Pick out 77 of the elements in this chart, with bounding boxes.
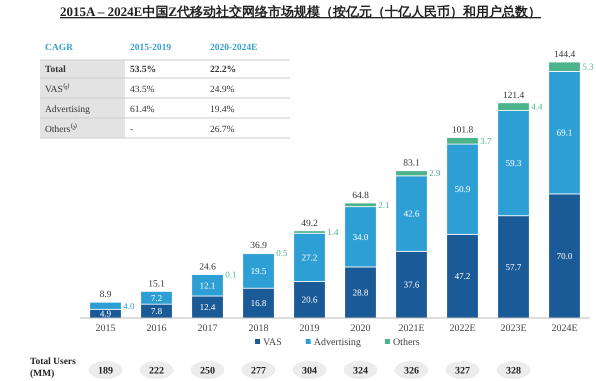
text: 2015-2019: [130, 43, 172, 53]
data-label: 20.6: [302, 294, 318, 305]
legend-label: Advertising: [314, 337, 361, 348]
x-tick-label: 2021E: [398, 323, 425, 334]
annotation: 24.9%: [210, 85, 235, 95]
x-tick-label: 2022E: [449, 323, 476, 334]
text: 189: [98, 366, 113, 376]
data-label: 0.5: [276, 248, 288, 258]
total-label: 83.1: [403, 158, 420, 169]
annotation: 19.4%: [210, 105, 235, 115]
total-label: 49.2: [301, 218, 318, 229]
data-label: 12.1: [200, 280, 216, 290]
data-label: 50.9: [454, 184, 471, 194]
text: Others⁽²⁾: [45, 123, 78, 135]
total-label: 121.4: [502, 90, 524, 101]
data-label: 16.8: [250, 298, 267, 308]
data-label: 4.9: [100, 308, 112, 319]
data-label: 37.6: [404, 280, 420, 290]
text: 277: [251, 366, 266, 376]
data-label: 27.2: [302, 252, 318, 262]
x-tick-label: 2023E: [500, 323, 527, 334]
annotation: 43.5%: [130, 85, 155, 95]
total-label: 64.8: [352, 190, 370, 201]
total-label: 24.6: [199, 262, 216, 272]
data-label: 19.5: [250, 266, 267, 276]
text: 250: [200, 366, 215, 376]
chart-title: 2015A – 2024E中国Z代移动社交网络市场规模（按亿元（十亿人民币）和用户总数）: [60, 4, 542, 19]
data-label: 28.8: [352, 287, 369, 298]
total-label: 15.1: [148, 279, 166, 290]
total-label: 101.8: [452, 126, 474, 136]
data-label: 59.3: [506, 158, 522, 168]
data-label: 69.1: [556, 128, 572, 138]
text: 328: [506, 366, 521, 376]
x-tick-label: 2019: [300, 323, 320, 334]
legend-label: VAS: [263, 337, 282, 348]
x-tick-label: 2024E: [551, 323, 578, 334]
data-label: 42.6: [404, 208, 420, 219]
legend-label: Others: [392, 337, 420, 348]
annotation: 22.2%: [210, 65, 236, 75]
data-label: 0.1: [225, 269, 237, 280]
data-label: 7.8: [150, 306, 163, 316]
text: VAS⁽¹⁾: [45, 83, 70, 95]
total-label: 144.4: [554, 50, 576, 60]
text: CAGR: [45, 43, 74, 53]
x-tick-label: 2018: [248, 323, 268, 334]
data-label: 2.9: [429, 168, 442, 178]
text: Total: [45, 65, 66, 75]
annotation: 61.4%: [130, 105, 155, 115]
text: 2020-2024E: [210, 43, 258, 53]
annotation: 26.7%: [210, 125, 235, 135]
text: Total Users (MM): [30, 357, 76, 379]
text: 304: [302, 366, 317, 376]
x-tick-label: 2017: [198, 323, 218, 334]
total-label: 8.9: [100, 290, 112, 300]
x-tick-label: 2016: [146, 323, 166, 334]
data-label: 4.0: [123, 300, 136, 311]
data-label: 4.4: [531, 102, 544, 112]
data-label: 3.7: [480, 136, 492, 146]
x-tick-label: 2015: [96, 323, 116, 334]
data-label: 70.0: [556, 250, 573, 261]
data-label: 34.0: [352, 232, 369, 242]
annotation: Advertising: [45, 105, 90, 115]
total-label: 36.9: [250, 240, 268, 251]
data-label: 1.4: [327, 227, 340, 238]
annotation: 53.5%: [130, 65, 156, 75]
data-label: 57.7: [506, 262, 522, 272]
data-label: 12.4: [200, 302, 216, 312]
text: 324: [353, 366, 368, 376]
data-label: 7.2: [150, 292, 162, 303]
data-label: 5.3: [582, 62, 594, 72]
text: 326: [404, 366, 419, 376]
annotation: -: [130, 125, 134, 135]
text: 222: [149, 366, 164, 376]
data-label: 2.1: [378, 200, 390, 210]
data-label: 47.2: [454, 271, 470, 282]
text: 327: [455, 366, 470, 376]
x-tick-label: 2020: [350, 323, 370, 334]
